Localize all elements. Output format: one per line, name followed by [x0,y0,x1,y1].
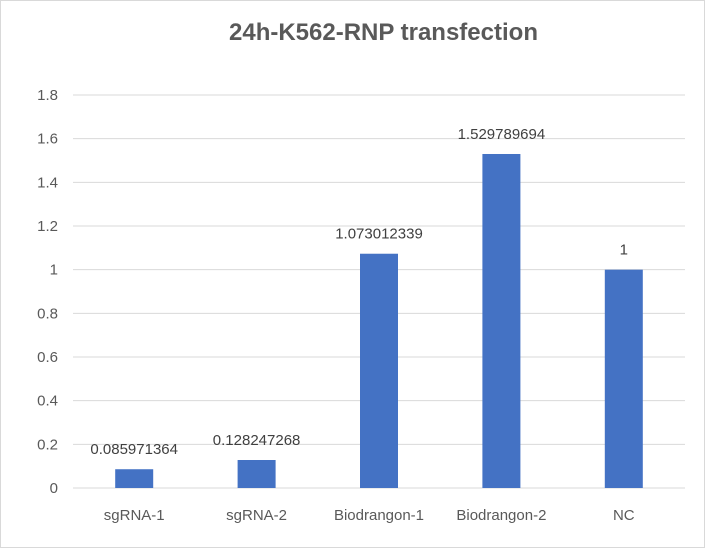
data-label: 0.128247268 [213,432,301,449]
data-label: 1 [620,242,628,259]
x-tick-label: Biodrangon-2 [456,507,546,524]
data-label: 0.085971364 [90,441,178,458]
chart-title: 24h-K562-RNP transfection [229,19,538,46]
data-label: 1.529789694 [458,126,546,143]
y-tick-label: 1.4 [37,174,58,191]
x-tick-label: Biodrangon-1 [334,507,424,524]
y-tick-label: 1.2 [37,218,58,235]
data-label: 1.073012339 [335,226,423,243]
y-tick-label: 0.4 [37,393,58,410]
bar [360,253,398,488]
bar [237,459,276,488]
x-tick-label: sgRNA-1 [104,507,165,524]
y-tick-label: 1.8 [37,87,58,104]
x-tick-label: sgRNA-2 [226,507,287,524]
y-tick-label: 0.8 [37,305,58,322]
x-tick-label: NC [613,507,635,524]
bar [482,153,521,488]
y-tick-label: 0.2 [37,436,58,453]
y-tick-label: 1 [50,262,58,279]
bar [115,469,154,488]
y-tick-label: 1.6 [37,131,58,148]
bar [604,269,643,488]
y-tick-label: 0 [50,480,58,497]
y-tick-label: 0.6 [37,349,58,366]
